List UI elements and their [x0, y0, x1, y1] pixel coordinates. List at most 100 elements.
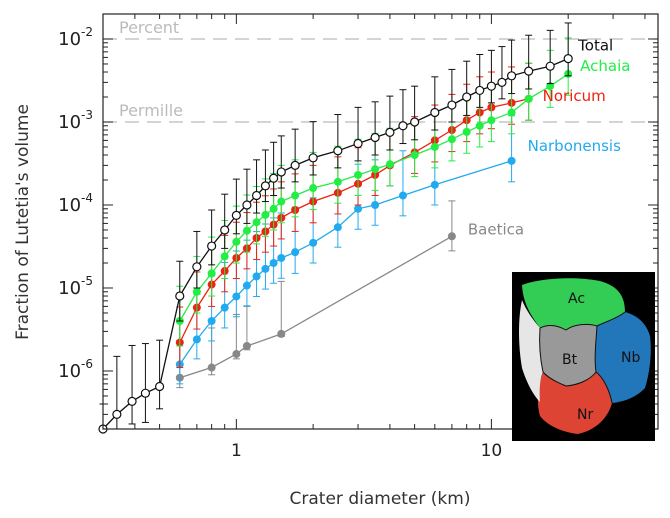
series-total: [98, 22, 573, 434]
y-tick-label: 10-6: [58, 357, 93, 382]
x-tick-labels: 1 10: [231, 441, 502, 461]
data-point-narbonensis: [192, 335, 201, 344]
y-tick-labels: 10-6 10-5 10-4 10-3 10-2: [58, 25, 93, 382]
series-noricum: [175, 62, 533, 369]
data-point-total: [192, 262, 202, 272]
data-point-achaia: [524, 94, 533, 103]
data-point-narbonensis: [507, 156, 516, 165]
data-point-achaia: [242, 226, 251, 235]
data-point-narbonensis: [232, 292, 241, 301]
series-label-noricum: Noricum: [543, 87, 606, 105]
series-label-narbonensis: Narbonensis: [528, 137, 622, 155]
data-point-achaia: [507, 108, 516, 117]
series-label-total: Total: [577, 37, 613, 55]
data-point-baetica: [207, 363, 216, 372]
data-point-achaia: [309, 184, 318, 193]
data-point-total: [154, 381, 165, 392]
inset-region-outlines: [539, 311, 626, 404]
series-label-baetica: Baetica: [468, 220, 524, 238]
data-point-total: [398, 121, 408, 131]
data-point-achaia: [354, 170, 363, 179]
inset-region-ac: [522, 278, 625, 330]
data-point-total: [497, 77, 507, 87]
inset-region-nb: [595, 312, 651, 403]
data-point-narbonensis: [269, 259, 278, 267]
data-point-baetica: [277, 329, 286, 338]
data-point-total: [430, 107, 440, 118]
data-point-total: [290, 160, 300, 170]
data-point-total: [563, 54, 573, 64]
data-point-total: [506, 71, 517, 81]
series-layer: [98, 22, 573, 434]
data-point-achaia: [261, 210, 270, 219]
data-point-narbonensis: [261, 264, 270, 273]
inset-light-limb: [519, 300, 543, 402]
data-point-total: [462, 92, 472, 102]
plot-frame: [102, 13, 659, 430]
inset-region-nr: [537, 372, 612, 434]
data-point-narbonensis: [354, 204, 363, 213]
data-point-achaia: [252, 218, 261, 227]
data-point-total: [260, 181, 271, 191]
data-point-total: [207, 241, 217, 251]
data-point-total: [308, 153, 318, 163]
data-point-narbonensis: [207, 317, 216, 326]
data-point-total: [175, 291, 185, 301]
data-point-achaia: [475, 121, 484, 130]
y-tick-label: 10-4: [58, 191, 93, 216]
data-point-achaia: [487, 116, 496, 125]
data-point-achaia: [277, 197, 286, 206]
data-point-narbonensis: [277, 253, 286, 262]
data-point-total: [370, 132, 380, 143]
data-point-narbonensis: [309, 238, 318, 247]
data-point-narbonensis: [242, 281, 251, 290]
data-point-baetica: [242, 342, 251, 350]
data-point-narbonensis: [398, 191, 407, 200]
series-labels: Total Achaia Noricum Narbonensis Baetica: [468, 37, 631, 239]
x-tick-label: 1: [231, 441, 242, 461]
data-point-achaia: [462, 127, 471, 136]
data-point-total: [112, 409, 122, 419]
series-line-narbonensis: [179, 160, 512, 365]
data-point-total: [140, 388, 151, 398]
data-point-total: [251, 190, 262, 201]
ref-label-percent: Percent: [119, 18, 179, 37]
data-point-total: [475, 85, 485, 96]
data-point-total: [220, 225, 230, 235]
data-point-baetica: [447, 232, 456, 241]
data-point-achaia: [371, 165, 380, 174]
inset-label-bt: Bt: [562, 352, 578, 368]
data-point-total: [545, 61, 555, 71]
data-point-achaia: [546, 82, 555, 91]
data-point-achaia: [269, 204, 278, 213]
data-point-narbonensis: [252, 272, 261, 281]
series-narbonensis: [175, 115, 516, 385]
data-point-achaia: [192, 287, 201, 296]
y-tick-label: 10-5: [58, 274, 93, 299]
data-point-total: [242, 200, 252, 210]
data-point-total: [410, 117, 420, 127]
data-point-narbonensis: [291, 248, 300, 257]
data-point-achaia: [333, 177, 342, 186]
series-baetica: [175, 200, 456, 389]
inset-map: Ac Nb Bt Nr: [512, 272, 655, 441]
data-point-narbonensis: [371, 200, 380, 209]
ref-label-permille: Permille: [119, 101, 183, 120]
series-line-baetica: [179, 235, 453, 379]
data-point-achaia: [385, 160, 394, 169]
y-tick-label: 10-3: [58, 108, 93, 133]
data-point-total: [353, 138, 363, 149]
data-point-achaia: [207, 269, 216, 278]
inset-label-nb: Nb: [621, 350, 640, 366]
data-point-achaia: [430, 142, 439, 151]
inset-label-ac: Ac: [568, 291, 585, 307]
data-point-narbonensis: [430, 180, 439, 189]
data-point-total: [447, 100, 457, 110]
data-point-total: [385, 127, 395, 137]
data-point-narbonensis: [333, 223, 342, 232]
y-axis-title: Fraction of Lutetia's volume: [13, 104, 33, 340]
data-point-achaia: [232, 237, 241, 246]
x-tick-label: 10: [481, 441, 503, 461]
data-point-total: [524, 66, 534, 76]
